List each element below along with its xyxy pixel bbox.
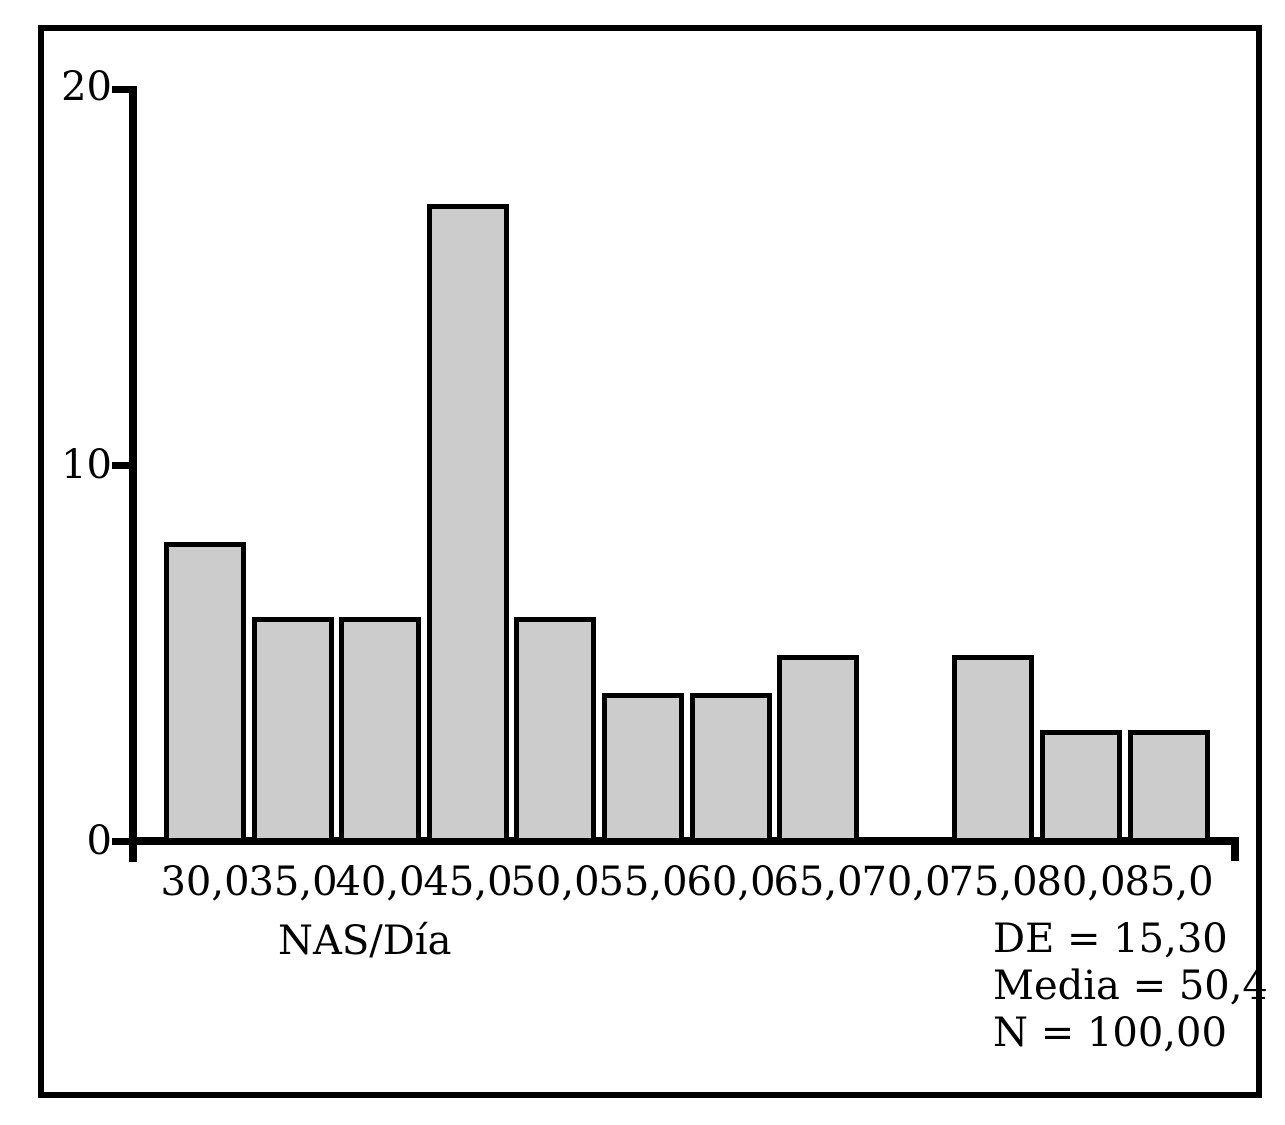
x-tick-label: 30,0 [160,859,250,905]
stat-line-media: Media = 50,4 [993,963,1268,1009]
x-axis-end-tick [1231,837,1239,861]
y-tick-0 [112,838,133,845]
bar [1128,730,1210,843]
y-tick-20 [112,86,133,93]
x-axis-line [129,837,1239,845]
chart-frame [38,25,1262,1098]
x-tick-label: 45,0 [423,859,513,905]
stat-line-de: DE = 15,30 [993,916,1228,962]
stat-line-n: N = 100,00 [993,1010,1227,1056]
x-tick-label: 65,0 [773,859,863,905]
x-axis-title: NAS/Día [278,918,452,964]
bar [602,693,684,843]
bar [164,542,246,843]
bar [339,617,421,843]
x-tick-label: 60,0 [686,859,776,905]
bar [777,655,859,843]
y-axis-line [129,86,137,862]
bar [1040,730,1122,843]
bar [252,617,334,843]
stats-annotation: DE = 15,30 Media = 50,4 N = 100,00 [993,916,1268,1057]
x-tick-label: 35,0 [248,859,338,905]
y-tick-label-10: 10 [61,442,112,488]
y-tick-label-20: 20 [61,64,112,110]
x-tick-label: 55,0 [598,859,688,905]
y-tick-label-0: 0 [86,818,112,864]
y-tick-10 [112,462,133,469]
x-tick-label: 40,0 [335,859,425,905]
x-tick-label: 75,0 [948,859,1038,905]
bar [690,693,772,843]
x-tick-label: 50,0 [510,859,600,905]
bar [952,655,1034,843]
bar [427,204,509,843]
bar [514,617,596,843]
x-tick-label: 85,0 [1124,859,1214,905]
x-tick-label: 70,0 [861,859,951,905]
x-tick-label: 80,0 [1036,859,1126,905]
